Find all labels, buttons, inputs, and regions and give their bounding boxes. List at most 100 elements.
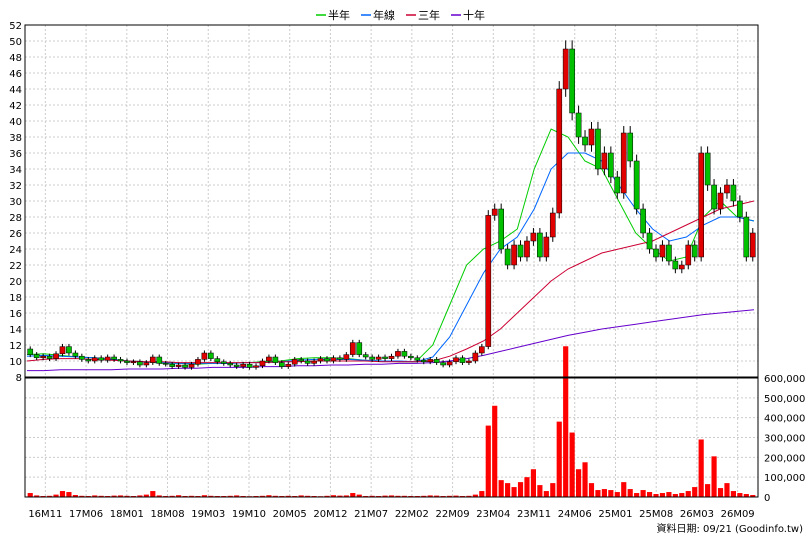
candle-body bbox=[285, 363, 292, 367]
volume-bar bbox=[595, 490, 601, 497]
volume-tick-label: 500,000 bbox=[764, 394, 805, 405]
candle-body bbox=[453, 357, 459, 363]
candle-body bbox=[478, 346, 485, 354]
volume-bar bbox=[446, 495, 453, 497]
volume-grid bbox=[25, 377, 758, 498]
volume-bar bbox=[369, 495, 375, 497]
price-tick-label: 20 bbox=[9, 277, 22, 288]
candle-body bbox=[691, 244, 698, 258]
x-tick-label: 23M04 bbox=[476, 509, 510, 520]
price-tick-label: 50 bbox=[9, 37, 22, 48]
volume-bar bbox=[614, 492, 620, 497]
volume-bar bbox=[266, 495, 272, 497]
volume-bar bbox=[730, 491, 737, 497]
candle-body bbox=[337, 357, 343, 360]
volume-bar bbox=[479, 491, 485, 497]
candle-body bbox=[382, 356, 388, 359]
price-tick-label: 32 bbox=[9, 181, 22, 192]
candle-body bbox=[614, 176, 621, 194]
price-tick-label: 10 bbox=[9, 357, 22, 368]
candle-body bbox=[653, 248, 659, 258]
candle-body bbox=[511, 244, 517, 266]
moving-average-lines bbox=[26, 128, 755, 372]
volume-bar bbox=[685, 491, 691, 497]
volume-bar bbox=[505, 483, 511, 497]
x-axis-labels: 16M11 17M06 18M01 18M08 19M03 19M10 20M05 20M12… bbox=[28, 509, 754, 520]
candle-body bbox=[53, 353, 59, 359]
volume-bar bbox=[717, 488, 724, 497]
candle-body bbox=[414, 357, 421, 361]
candle-body bbox=[33, 354, 40, 359]
volume-bar bbox=[259, 495, 266, 497]
x-tick-label: 18M08 bbox=[150, 509, 184, 520]
price-tick-label: 24 bbox=[9, 245, 22, 256]
volume-bar bbox=[543, 491, 549, 497]
x-tick-label: 22M02 bbox=[395, 509, 429, 520]
candle-body bbox=[278, 362, 285, 367]
candle-body bbox=[79, 355, 85, 360]
volume-bar bbox=[434, 495, 440, 497]
candle-body bbox=[72, 352, 79, 357]
volume-bar bbox=[227, 495, 233, 497]
volume-bar bbox=[492, 405, 498, 497]
volume-bar bbox=[530, 469, 537, 497]
volume-tick-label: 100,000 bbox=[764, 473, 805, 484]
candle-body bbox=[633, 160, 640, 210]
volume-bar bbox=[201, 495, 207, 497]
volume-bar bbox=[401, 495, 407, 497]
candle-body bbox=[595, 128, 601, 170]
volume-bar bbox=[498, 480, 504, 497]
candle-body bbox=[188, 363, 195, 368]
candle-body bbox=[446, 361, 453, 366]
candle-body bbox=[240, 363, 246, 367]
price-tick-label: 18 bbox=[9, 293, 22, 304]
candle-body bbox=[66, 346, 72, 354]
volume-bar bbox=[27, 493, 33, 497]
candle-body bbox=[59, 346, 66, 355]
candle-body bbox=[724, 184, 730, 194]
volume-bar bbox=[466, 495, 472, 497]
candle-body bbox=[549, 212, 556, 238]
candle-body bbox=[227, 363, 234, 366]
price-tick-label: 52 bbox=[9, 21, 22, 32]
volume-bar bbox=[143, 494, 149, 497]
candle-body bbox=[233, 364, 240, 367]
volume-tick-label: 600,000 bbox=[764, 374, 805, 385]
ma-line-ma_10y bbox=[27, 309, 755, 372]
price-tick-label: 44 bbox=[9, 85, 22, 96]
candle-body bbox=[517, 244, 524, 258]
candle-body bbox=[343, 354, 350, 360]
candle-body bbox=[575, 112, 582, 138]
legend-label-3: 十年 bbox=[463, 8, 485, 22]
volume-bar bbox=[601, 489, 607, 497]
legend-label-0: 半年 bbox=[328, 8, 350, 22]
volume-bar bbox=[582, 462, 588, 497]
volume-bar bbox=[421, 495, 427, 497]
candle-body bbox=[266, 356, 272, 362]
price-tick-label: 42 bbox=[9, 101, 22, 112]
price-tick-label: 12 bbox=[9, 341, 22, 352]
volume-bar bbox=[646, 492, 653, 497]
volume-bar bbox=[640, 490, 646, 497]
candle-body bbox=[459, 357, 466, 363]
candle-body bbox=[156, 356, 163, 364]
volume-bar bbox=[188, 495, 195, 497]
x-tick-label: 25M01 bbox=[598, 509, 632, 520]
x-tick-label: 20M05 bbox=[273, 509, 307, 520]
volume-bar bbox=[659, 493, 666, 497]
candle-body bbox=[324, 358, 330, 362]
volume-bar bbox=[427, 495, 433, 497]
candle-body bbox=[369, 356, 375, 360]
candle-body bbox=[214, 358, 221, 363]
volume-bar bbox=[550, 483, 556, 497]
x-tick-label: 26M09 bbox=[721, 509, 755, 520]
volume-bar bbox=[34, 495, 40, 497]
candle-body bbox=[730, 184, 737, 202]
candle-body bbox=[608, 152, 614, 178]
candle-body bbox=[530, 232, 537, 242]
volume-bar bbox=[711, 456, 717, 497]
candle-body bbox=[717, 192, 724, 210]
volume-bar bbox=[672, 494, 678, 497]
volume-bar bbox=[588, 483, 595, 497]
